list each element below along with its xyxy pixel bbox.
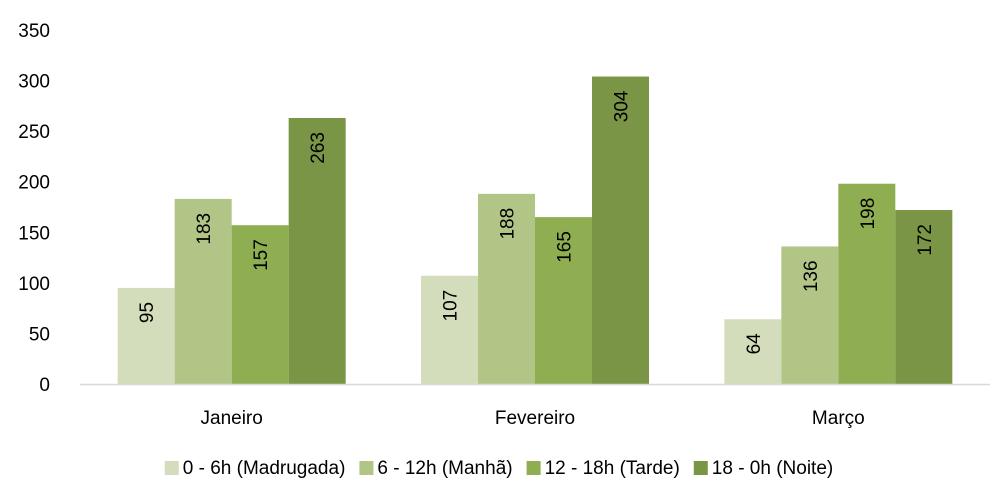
legend-label: 18 - 0h (Noite) (712, 458, 833, 479)
legend-item: 6 - 12h (Manhã) (359, 458, 513, 479)
category-label: Fevereiro (495, 408, 575, 429)
category-label: Março (812, 408, 865, 429)
legend-label: 6 - 12h (Manhã) (377, 458, 512, 479)
legend-label: 12 - 18h (Tarde) (545, 458, 680, 479)
bars: 95 183 157 263 107 188 165 304 64 136 198 172 (117, 76, 953, 385)
legend-label: 0 - 6h (Madrugada) (183, 458, 346, 479)
data-label: 188 (498, 208, 519, 240)
bar (781, 246, 839, 384)
data-label: 95 (137, 302, 158, 323)
bar (231, 225, 289, 384)
legend: 0 - 6h (Madrugada) 6 - 12h (Manhã) 12 - 18… (164, 458, 833, 479)
y-tick-label: 100 (18, 274, 50, 295)
y-tick-label: 150 (18, 223, 50, 244)
bar (174, 198, 232, 384)
y-tick-label: 0 (39, 375, 50, 396)
category-label: Janeiro (201, 408, 263, 429)
legend-item: 12 - 18h (Tarde) (526, 458, 680, 479)
data-label: 183 (194, 213, 215, 245)
data-label: 172 (915, 224, 936, 256)
data-label: 157 (251, 239, 272, 271)
bar (535, 217, 592, 384)
legend-item: 0 - 6h (Madrugada) (164, 458, 346, 479)
y-tick-label: 50 (29, 324, 50, 345)
y-tick-label: 350 (18, 21, 50, 42)
y-tick-label: 200 (18, 173, 50, 194)
bar (838, 183, 896, 384)
bar (288, 117, 346, 384)
y-tick-label: 250 (18, 122, 50, 143)
y-tick-label: 300 (18, 72, 50, 93)
bar (421, 275, 478, 384)
data-label: 304 (612, 90, 633, 122)
data-label: 165 (555, 231, 576, 263)
x-axis: Janeiro Fevereiro Março (80, 383, 990, 429)
legend-swatch (526, 461, 541, 475)
legend-swatch (693, 461, 708, 475)
data-label: 64 (744, 333, 765, 355)
bar (895, 210, 953, 384)
bar (724, 319, 782, 384)
y-axis: 0 50 100 150 200 250 300 350 (18, 21, 50, 396)
data-label: 107 (441, 290, 462, 322)
data-label: 198 (858, 198, 879, 230)
bar (478, 193, 535, 384)
legend-swatch (164, 461, 179, 475)
legend-swatch (359, 461, 374, 475)
legend-item: 18 - 0h (Noite) (693, 458, 833, 479)
bar (592, 76, 649, 385)
bar (117, 287, 175, 384)
data-label: 263 (308, 132, 329, 164)
data-label: 136 (801, 260, 822, 292)
